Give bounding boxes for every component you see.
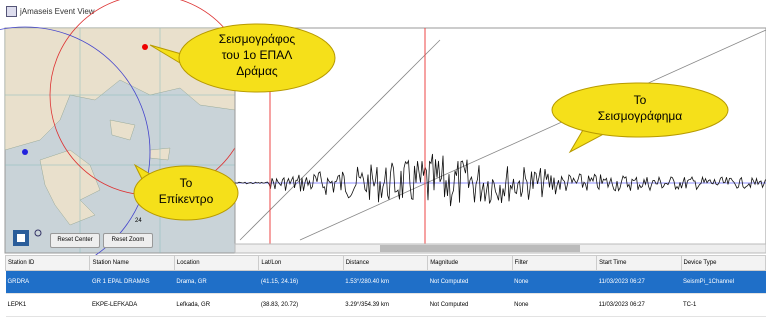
column-header[interactable]: Distance	[342, 255, 429, 271]
table-cell: SeismPi_1Channel	[681, 270, 766, 294]
nav-icon[interactable]	[13, 230, 29, 246]
callout-text: του 1ο ΕΠΑΛ	[222, 48, 293, 62]
table-cell: Not Computed	[427, 270, 513, 294]
app-icon	[6, 6, 17, 17]
table-cell: Lefkada, GR	[174, 293, 259, 317]
callout-text: Δράμας	[236, 64, 278, 78]
callout-text: Επίκεντρο	[159, 192, 214, 206]
column-header[interactable]: Station ID	[4, 255, 91, 271]
table-cell: LEPK1	[5, 293, 90, 317]
table-cell: None	[512, 293, 597, 317]
table-cell: 3.29°/354.39 km	[343, 293, 428, 317]
table-row[interactable]: GRDRA GR 1 EPAL DRAMAS Drama, GR (41.15, 24…	[5, 270, 766, 294]
callout: Το Επίκεντρο	[133, 163, 239, 221]
column-header[interactable]: Filter	[511, 255, 598, 271]
table-cell: EKPE-LEFKADA	[89, 293, 175, 317]
table-cell: Drama, GR	[174, 270, 259, 294]
callout: Σεισμογράφος του 1ο ΕΠΑΛ Δράμας	[149, 23, 336, 93]
distance-circle	[0, 26, 151, 255]
station-marker[interactable]	[22, 149, 28, 155]
table-cell: GR 1 EPAL DRAMAS	[89, 270, 175, 294]
waveform	[235, 153, 766, 207]
table-cell: Not Computed	[427, 293, 513, 317]
column-header[interactable]: Start Time	[596, 255, 682, 271]
callout: Το Σεισμογράφημα	[551, 82, 729, 154]
callout-text: Το	[634, 93, 647, 107]
callout-text: Σεισμογράφος	[219, 32, 296, 46]
table-cell: GRDRA	[5, 270, 90, 294]
callout-text: Το	[180, 176, 193, 190]
column-header[interactable]: Device Type	[680, 255, 766, 271]
table-cell: None	[512, 270, 597, 294]
station-table: Station ID Station Name Location Lat/Lon Dis…	[4, 255, 766, 317]
table-cell: (38.83, 20.72)	[258, 293, 344, 317]
table-cell: 1.53°/280.40 km	[343, 270, 428, 294]
travel-curve	[239, 39, 441, 241]
panels: 24 Σεισμογράφος του 1ο ΕΠΑΛ Δράμας Το Σε…	[0, 0, 766, 255]
table-row[interactable]: LEPK1 EKPE-LEFKADA Lefkada, GR (38.83, 20.7…	[5, 293, 766, 317]
column-header[interactable]: Station Name	[89, 255, 175, 271]
scroll-thumb[interactable]	[380, 245, 580, 252]
zoom-icon[interactable]	[34, 229, 42, 237]
button[interactable]: Reset Center	[50, 233, 100, 248]
station-marker[interactable]	[142, 44, 148, 50]
column-header[interactable]: Lat/Lon	[258, 255, 344, 271]
title-bar: jAmaseis Event View	[0, 0, 766, 22]
grid-label: 24	[135, 218, 142, 224]
table-cell: 11/03/2023 06:27	[596, 293, 681, 317]
column-header[interactable]: Magnitude	[427, 255, 513, 271]
callout-text: Σεισμογράφημα	[598, 109, 683, 123]
table-cell: TC-1	[681, 293, 766, 317]
map-grid	[5, 28, 235, 253]
table-cell: (41.15, 24.16)	[258, 270, 344, 294]
window-title: jAmaseis Event View	[20, 7, 95, 16]
travel-curve	[299, 29, 766, 241]
column-header[interactable]: Location	[173, 255, 260, 271]
table-cell: 11/03/2023 06:27	[596, 270, 681, 294]
button[interactable]: Reset Zoom	[103, 233, 153, 248]
